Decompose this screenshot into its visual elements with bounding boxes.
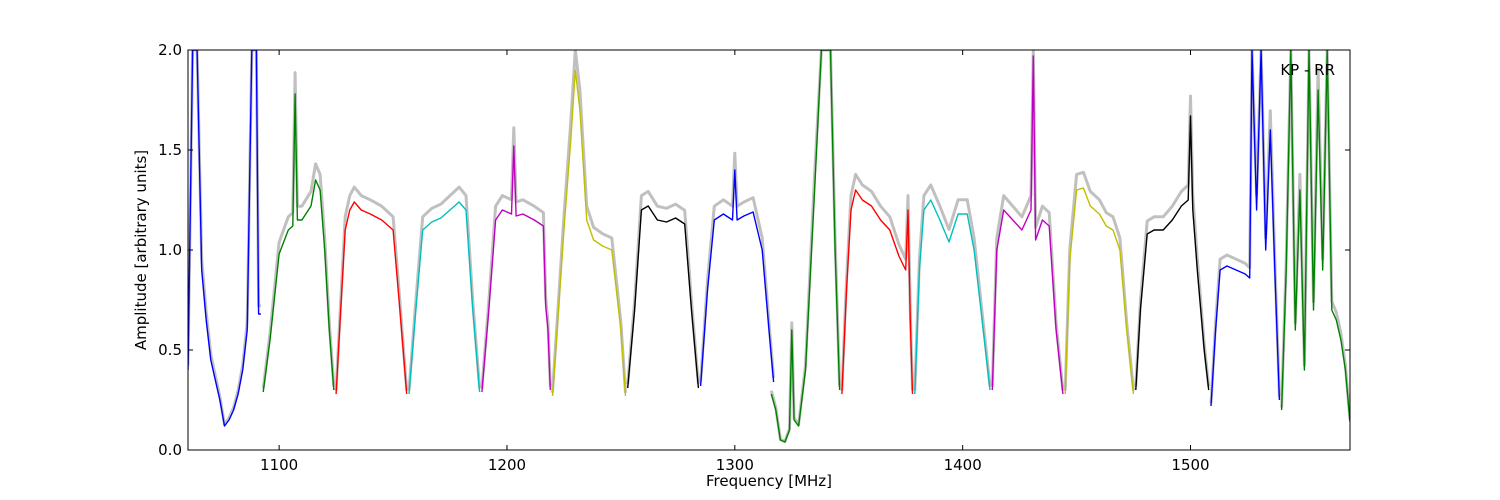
background-trace-11 <box>913 183 992 391</box>
series-line-7 <box>627 205 700 389</box>
y-tick-label: 0.5 <box>158 341 182 359</box>
series-line-9 <box>770 50 841 443</box>
y-tick-label: 1.0 <box>158 241 182 259</box>
annotation-label: KP - RR <box>1280 61 1335 79</box>
series-line-15 <box>1210 50 1281 407</box>
ticks: 1100 1200 1300 1400 1500 0.0 0.5 1.0 1.5 2.0 <box>158 41 1350 474</box>
background-trace-2 <box>261 71 336 389</box>
y-tick-label: 1.5 <box>158 141 182 159</box>
series-line-14 <box>1135 115 1210 391</box>
series-line-16 <box>1280 50 1350 423</box>
y-axis-title: Amplitude [arbitrary units] <box>132 150 150 350</box>
background-trace-14 <box>1134 94 1211 387</box>
background-trace-6 <box>551 50 627 393</box>
series-line-6 <box>551 69 627 397</box>
series-line-13 <box>1064 187 1135 395</box>
series-line-12 <box>991 55 1064 395</box>
series-line-5 <box>481 145 551 393</box>
x-tick-label: 1500 <box>1171 456 1209 474</box>
x-tick-label: 1400 <box>944 456 982 474</box>
background-trace-10 <box>840 172 914 391</box>
series-line-4 <box>408 201 481 395</box>
x-tick-label: 1300 <box>716 456 754 474</box>
y-tick-label: 2.0 <box>158 41 182 59</box>
series-line-8 <box>699 169 775 387</box>
plot-area <box>188 50 1350 443</box>
series-line-3 <box>335 201 408 395</box>
x-axis-title: Frequency [MHz] <box>706 472 832 490</box>
series-line-2 <box>262 93 335 393</box>
x-tick-label: 1100 <box>260 456 298 474</box>
series-line-10 <box>841 189 914 395</box>
background-trace-4 <box>407 185 482 391</box>
series-line-11 <box>914 199 991 395</box>
background-trace-8 <box>699 151 776 383</box>
x-tick-label: 1200 <box>488 456 526 474</box>
y-tick-label: 0.0 <box>158 441 182 459</box>
background-trace-13 <box>1063 170 1135 391</box>
background-trace-7 <box>626 189 700 385</box>
series-line-1 <box>188 50 261 427</box>
